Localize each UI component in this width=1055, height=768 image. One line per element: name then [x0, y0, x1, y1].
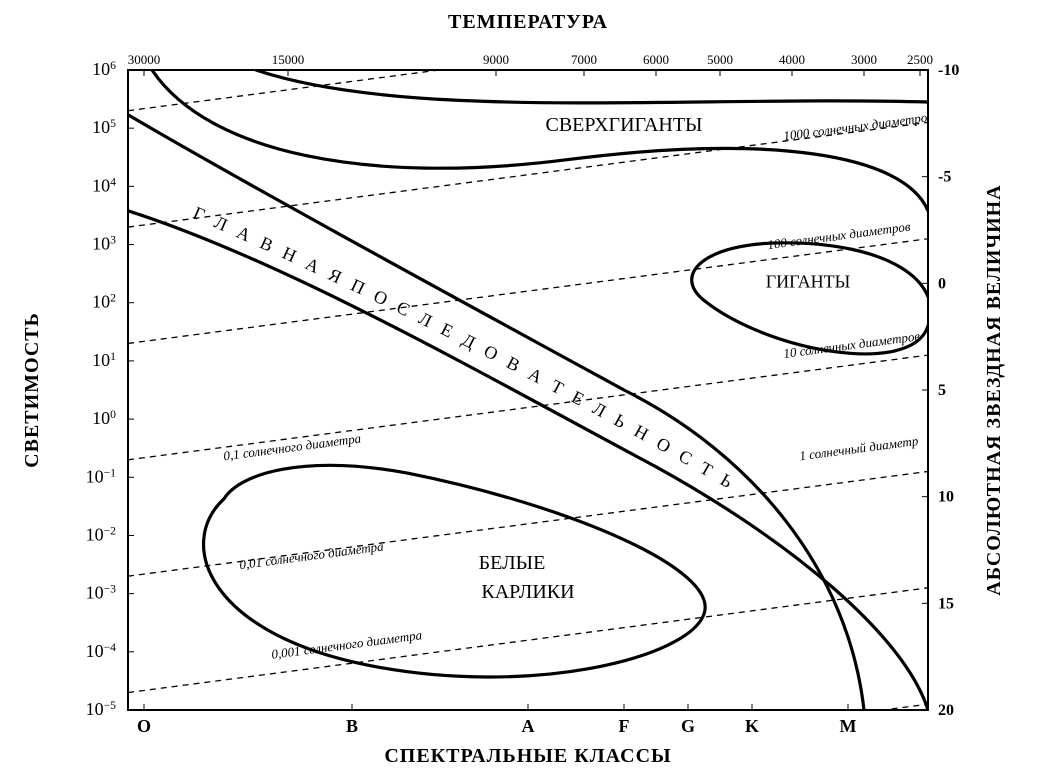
axis-title-bottom: СПЕКТРАЛЬНЫЕ КЛАССЫ: [384, 745, 671, 767]
top-tick-label: 9000: [483, 52, 509, 67]
bottom-tick-label: B: [346, 716, 358, 736]
left-tick-label: 100: [92, 408, 116, 429]
top-tick-label: 2500: [907, 52, 933, 67]
region-label-3: КАРЛИКИ: [481, 581, 574, 603]
right-tick-label: 15: [938, 595, 954, 612]
bottom-tick-label: O: [137, 716, 151, 736]
plot-frame: [128, 70, 928, 710]
top-tick-label: 30000: [128, 52, 161, 67]
region-label-0: СВЕРХГИГАНТЫ: [546, 114, 703, 136]
left-tick-label: 10−1: [86, 466, 117, 487]
axis-title-right: АБСОЛЮТНАЯ ЗВЕЗДНАЯ ВЕЛИЧИНА: [983, 184, 1005, 595]
axis-title-top: ТЕМПЕРАТУРА: [448, 11, 608, 33]
top-tick-label: 7000: [571, 52, 597, 67]
left-tick-label: 10−3: [86, 582, 117, 603]
hr-diagram: 1000 солнечных диаметров100 солнечных ди…: [0, 0, 1055, 768]
right-tick-label: 10: [938, 489, 954, 506]
bottom-tick-label: A: [522, 716, 535, 736]
hr-diagram-container: { "canvas": { "width": 1055, "height": 7…: [0, 0, 1055, 768]
top-tick-label: 6000: [643, 52, 669, 67]
top-tick-label: 15000: [272, 52, 305, 67]
left-tick-label: 103: [92, 233, 116, 254]
left-tick-label: 104: [92, 175, 116, 196]
top-tick-label: 4000: [779, 52, 805, 67]
bottom-tick-label: K: [745, 716, 759, 736]
right-tick-label: 5: [938, 382, 946, 399]
bottom-tick-label: M: [840, 716, 857, 736]
top-tick-label: 5000: [707, 52, 733, 67]
right-tick-label: 0: [938, 275, 946, 292]
right-tick-label: -5: [938, 169, 951, 186]
left-tick-label: 10−4: [86, 640, 117, 661]
left-tick-label: 10−5: [86, 699, 117, 720]
right-tick-label: 20: [938, 702, 954, 719]
region-label-2: БЕЛЫЕ: [479, 552, 546, 574]
left-tick-label: 102: [92, 291, 116, 312]
left-tick-label: 106: [92, 59, 116, 80]
left-tick-label: 10−2: [86, 524, 117, 545]
right-tick-label: -10: [938, 62, 959, 79]
left-tick-label: 101: [92, 349, 116, 370]
top-tick-label: 3000: [851, 52, 877, 67]
axis-title-left: СВЕТИМОСТЬ: [21, 312, 43, 468]
bottom-tick-label: G: [681, 716, 695, 736]
bottom-tick-label: F: [619, 716, 630, 736]
region-label-1: ГИГАНТЫ: [766, 272, 851, 292]
left-tick-label: 105: [92, 117, 116, 138]
